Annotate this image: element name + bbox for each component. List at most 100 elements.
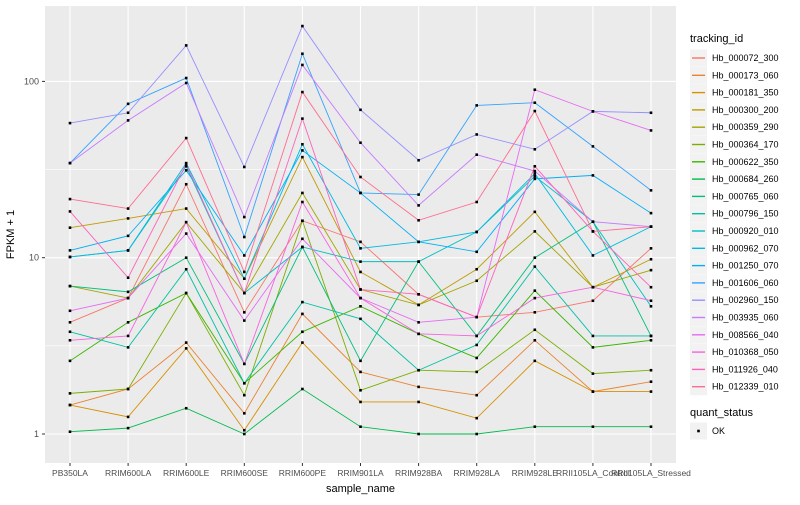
data-point xyxy=(649,425,653,429)
data-point xyxy=(359,425,362,429)
data-point xyxy=(301,191,304,195)
data-point xyxy=(475,133,478,136)
data-point xyxy=(591,220,595,224)
data-point xyxy=(184,406,188,410)
data-point xyxy=(68,249,72,252)
data-point xyxy=(649,380,653,383)
data-point xyxy=(301,330,304,334)
legend-label-Hb_001606_060: Hb_001606_060 xyxy=(712,278,779,288)
data-point xyxy=(475,104,478,107)
data-point xyxy=(417,368,420,372)
data-point xyxy=(126,102,130,106)
data-point xyxy=(68,430,72,434)
y-axis-title: FPKM + 1 xyxy=(5,210,17,259)
data-point xyxy=(591,285,595,289)
legend-label-Hb_000962_070: Hb_000962_070 xyxy=(712,243,779,253)
data-point xyxy=(417,193,420,196)
x-tick-label: RRII105LA_Stressed xyxy=(611,468,691,478)
data-point xyxy=(301,90,304,94)
legend-label-Hb_000765_060: Hb_000765_060 xyxy=(712,191,779,201)
data-point xyxy=(533,147,537,151)
data-point xyxy=(301,24,304,28)
data-point xyxy=(649,189,653,192)
data-point xyxy=(359,305,362,308)
data-point xyxy=(533,359,537,363)
data-point xyxy=(533,425,537,429)
data-point xyxy=(359,359,362,363)
data-point xyxy=(417,260,420,263)
data-point xyxy=(68,339,72,342)
legend-label-Hb_010368_050: Hb_010368_050 xyxy=(712,347,779,357)
data-point xyxy=(359,108,362,112)
data-point xyxy=(126,234,130,238)
data-point xyxy=(591,390,595,393)
data-point xyxy=(591,145,595,148)
data-point xyxy=(533,256,537,259)
data-point xyxy=(533,311,537,314)
data-point xyxy=(68,197,72,201)
x-tick-label: RRII105LA_Control xyxy=(556,468,630,478)
legend-label-Hb_008566_040: Hb_008566_040 xyxy=(712,330,779,340)
data-point xyxy=(184,341,188,344)
data-point xyxy=(533,169,537,173)
data-point xyxy=(359,296,362,300)
data-point xyxy=(243,311,246,314)
data-point xyxy=(475,343,478,347)
data-point xyxy=(243,432,246,436)
data-point xyxy=(68,330,72,334)
data-point xyxy=(475,200,478,204)
data-point xyxy=(649,247,653,250)
data-point xyxy=(591,254,595,257)
data-point xyxy=(243,362,246,366)
data-point xyxy=(359,317,362,321)
legend-label-Hb_003935_060: Hb_003935_060 xyxy=(712,313,779,323)
legend-label-Hb_000072_300: Hb_000072_300 xyxy=(712,53,779,63)
data-point xyxy=(649,368,653,372)
data-point xyxy=(649,111,653,115)
data-point xyxy=(591,230,595,233)
data-point xyxy=(359,141,362,145)
data-point xyxy=(533,101,537,105)
data-point xyxy=(417,240,420,244)
data-point xyxy=(301,300,304,304)
data-point xyxy=(475,267,478,271)
data-point xyxy=(184,44,188,47)
data-point xyxy=(126,426,130,430)
data-point xyxy=(243,393,246,397)
data-point xyxy=(475,153,478,156)
data-point xyxy=(417,293,420,296)
data-point xyxy=(417,332,420,336)
x-tick-label: RRIM600LA xyxy=(105,468,152,478)
data-point xyxy=(417,218,420,222)
data-point xyxy=(184,347,188,350)
legend-label-Hb_002960_150: Hb_002960_150 xyxy=(712,295,779,305)
data-point xyxy=(649,285,653,289)
data-point xyxy=(475,393,478,397)
data-point xyxy=(533,296,537,300)
x-tick-label: RRIM928LA xyxy=(454,468,501,478)
data-point xyxy=(243,270,246,274)
data-point xyxy=(243,235,246,239)
data-point xyxy=(184,169,188,172)
data-point xyxy=(649,305,653,308)
data-point xyxy=(184,136,188,140)
data-point xyxy=(126,119,130,122)
data-point xyxy=(533,88,537,92)
data-point xyxy=(184,164,188,168)
legend-label-Hb_000364_170: Hb_000364_170 xyxy=(712,140,779,150)
data-point xyxy=(475,250,478,254)
data-point xyxy=(243,428,246,432)
data-point xyxy=(533,109,537,113)
data-point xyxy=(68,255,72,259)
data-point xyxy=(301,149,304,152)
data-point xyxy=(243,381,246,385)
data-point xyxy=(184,81,188,85)
data-point xyxy=(359,191,362,195)
data-point xyxy=(417,400,420,404)
data-point xyxy=(301,387,304,391)
data-point xyxy=(591,346,595,349)
legend-label-Hb_000796_150: Hb_000796_150 xyxy=(712,209,779,219)
data-point xyxy=(184,256,188,259)
data-point xyxy=(533,174,537,178)
